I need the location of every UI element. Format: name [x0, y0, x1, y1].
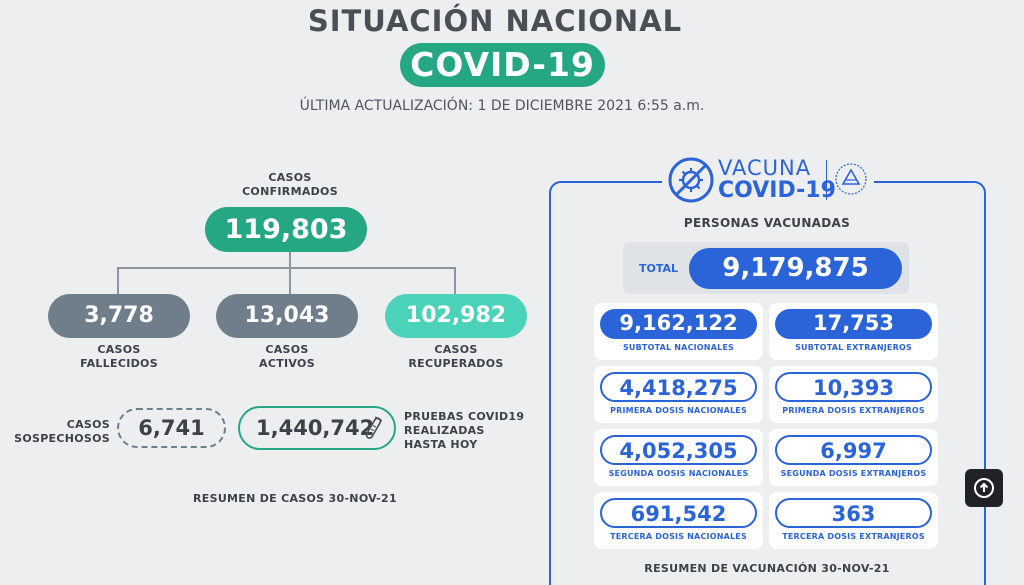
deaths-value: 3,778: [48, 294, 190, 338]
vaccine-card: 691,542 TERCERA DOSIS NACIONALES: [594, 492, 763, 549]
vaccine-card-value: 10,393: [775, 372, 932, 402]
confirmed-cases-value: 119,803: [205, 207, 367, 252]
tests-pill: 1,440,742: [238, 406, 396, 450]
active-value: 13,043: [216, 294, 358, 338]
vaccine-card: 10,393 PRIMERA DOSIS EXTRANJEROS: [769, 366, 938, 423]
vaccine-card-label: PRIMERA DOSIS NACIONALES: [610, 406, 747, 415]
vaccine-logo-word: VACUNA: [718, 156, 812, 180]
total-label: TOTAL: [639, 262, 679, 275]
vaccine-card-label: SEGUNDA DOSIS NACIONALES: [608, 469, 749, 478]
suspected-label: CASOS SOSPECHOSOS: [14, 418, 110, 445]
arrow-up-circle-icon: [974, 478, 994, 498]
total-vaccinated-value: 9,179,875: [689, 248, 902, 289]
vaccine-card-label: SUBTOTAL NACIONALES: [622, 343, 735, 352]
vaccine-card-label: SEGUNDA DOSIS EXTRANJEROS: [780, 469, 927, 478]
vaccine-card-label: PRIMERA DOSIS EXTRANJEROS: [782, 406, 925, 415]
covid-badge: COVID-19: [400, 43, 605, 87]
confirmed-label: CASOS CONFIRMADOS: [242, 171, 338, 198]
vaccine-card-value: 363: [775, 498, 932, 528]
vaccine-card-label: SUBTOTAL EXTRANJEROS: [795, 343, 912, 352]
tree-connector: [289, 252, 291, 268]
tree-connector: [289, 267, 291, 295]
active-label: CASOS ACTIVOS: [259, 343, 315, 370]
test-tube-icon: [365, 416, 382, 439]
suspected-value: 6,741: [117, 408, 226, 448]
tree-connector: [117, 267, 119, 295]
vaccine-card-label: TERCERA DOSIS EXTRANJEROS: [782, 532, 925, 541]
vaccine-logo-word: COVID-19: [718, 178, 836, 203]
deaths-label: CASOS FALLECIDOS: [80, 343, 158, 370]
vaccinated-section-title: PERSONAS VACUNADAS: [683, 216, 851, 230]
vaccine-card: 17,753 SUBTOTAL EXTRANJEROS: [769, 303, 938, 360]
cases-summary-date: RESUMEN DE CASOS 30-NOV-21: [193, 492, 397, 505]
vaccine-card-value: 9,162,122: [600, 309, 757, 339]
tree-connector: [454, 267, 456, 295]
virus-crossed-icon: [668, 157, 714, 203]
vaccine-card: 6,997 SEGUNDA DOSIS EXTRANJEROS: [769, 429, 938, 486]
vaccine-card-label: TERCERA DOSIS NACIONALES: [610, 532, 747, 541]
vaccine-card-value: 4,052,305: [600, 435, 757, 465]
last-update-text: ÚLTIMA ACTUALIZACIÓN: 1 DE DICIEMBRE 202…: [299, 98, 705, 114]
vaccine-card-value: 4,418,275: [600, 372, 757, 402]
vaccine-card: 4,052,305 SEGUNDA DOSIS NACIONALES: [594, 429, 763, 486]
tests-label: PRUEBAS COVID19 REALIZADAS HASTA HOY: [404, 410, 525, 451]
recovered-label: CASOS RECUPERADOS: [408, 343, 504, 370]
vaccine-card: 4,418,275 PRIMERA DOSIS NACIONALES: [594, 366, 763, 423]
scroll-to-top-button[interactable]: [965, 469, 1003, 507]
vaccine-card-value: 6,997: [775, 435, 932, 465]
recovered-value: 102,982: [385, 294, 527, 338]
vaccine-card: 363 TERCERA DOSIS EXTRANJEROS: [769, 492, 938, 549]
vaccine-card-value: 691,542: [600, 498, 757, 528]
tree-connector: [117, 267, 455, 269]
tests-value: 1,440,742: [256, 416, 375, 440]
vaccine-card: 9,162,122 SUBTOTAL NACIONALES: [594, 303, 763, 360]
national-seal-icon: [835, 163, 867, 195]
logo-separator: [826, 160, 827, 200]
page-title: SITUACIÓN NACIONAL: [307, 4, 683, 38]
vaccination-summary-date: RESUMEN DE VACUNACIÓN 30-NOV-21: [644, 562, 890, 575]
vaccine-logo: VACUNA COVID-19: [662, 154, 874, 206]
vaccine-card-value: 17,753: [775, 309, 932, 339]
